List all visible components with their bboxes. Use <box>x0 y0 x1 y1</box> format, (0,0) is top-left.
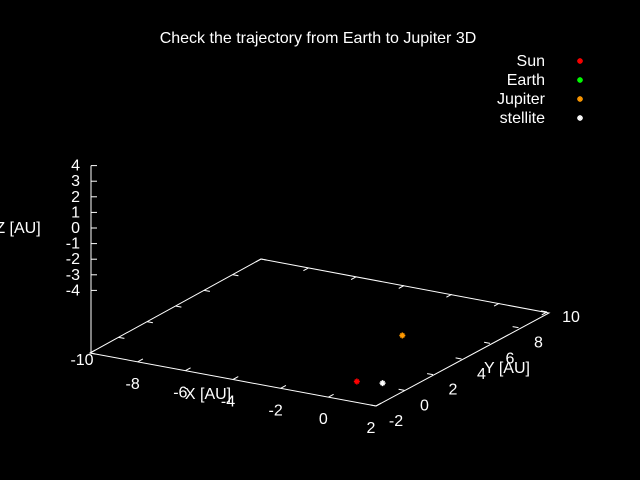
point-stellite <box>379 380 386 387</box>
x-tick-mark-far <box>350 276 357 280</box>
legend-label-stellite: stellite <box>500 110 545 127</box>
y-tick-mark-far <box>175 305 182 308</box>
y-tick-label: 10 <box>562 309 580 326</box>
legend-label-sun: Sun <box>517 53 545 70</box>
legend-marker-stroke <box>577 115 583 121</box>
z-axis-label: Z [AU] <box>0 220 41 237</box>
point-mark <box>380 380 386 386</box>
z-tick-label: -3 <box>66 267 80 284</box>
x-tick-label: -8 <box>126 376 140 393</box>
x-tick-label: -2 <box>269 402 283 419</box>
y-axis-label: Y [AU] <box>484 360 530 377</box>
y-tick-label: 0 <box>420 397 429 414</box>
x-tick-mark <box>280 385 287 389</box>
y-tick-mark-far <box>260 258 267 261</box>
y-tick-mark-far <box>89 352 96 355</box>
y-tick-mark <box>455 357 462 360</box>
x-tick-label: 2 <box>367 420 376 437</box>
legend-marker-stellite <box>577 115 583 121</box>
z-tick-label: -2 <box>66 251 80 268</box>
x-axis-ticks: -10 -8 -6 -4 -2 0 2 <box>70 258 548 437</box>
x-axis-label: X [AU] <box>185 386 231 403</box>
x-tick-mark-far <box>398 285 405 289</box>
z-tick-label: 1 <box>71 204 80 221</box>
legend-marker-stroke <box>577 77 583 83</box>
x-tick-mark <box>185 367 191 372</box>
x-tick-mark-far <box>446 293 452 298</box>
y-tick-label: 4 <box>477 366 486 383</box>
chart-title: Check the trajectory from Earth to Jupit… <box>160 30 477 47</box>
legend-marker-sun <box>577 58 583 64</box>
y-tick-mark-far <box>203 289 210 292</box>
x-tick-label: -6 <box>173 385 187 402</box>
x-tick-mark <box>232 376 239 380</box>
z-tick-label: 0 <box>71 220 80 237</box>
x-tick-mark <box>137 358 144 363</box>
y-tick-label: 8 <box>534 335 543 352</box>
y-tick-label: 2 <box>449 382 458 399</box>
x-tick-label: 0 <box>319 411 328 428</box>
x-tick-mark <box>328 393 334 398</box>
y-tick-label: -2 <box>389 413 403 430</box>
x-tick-mark-far <box>493 302 500 307</box>
x-tick-mark <box>375 402 382 407</box>
x-tick-label: -4 <box>221 394 235 411</box>
z-tick-label: 3 <box>71 173 80 190</box>
y-tick-mark <box>512 326 519 329</box>
point-mark <box>399 332 405 338</box>
y-tick-mark-far <box>146 321 153 324</box>
y-tick-mark-far <box>232 274 239 277</box>
z-tick-label: 4 <box>71 158 80 175</box>
x-tick-mark-far <box>541 311 548 316</box>
y-tick-label: 6 <box>506 350 515 367</box>
legend-marker-stroke <box>577 96 583 102</box>
base-plane <box>88 258 551 407</box>
legend-label-jupiter: Jupiter <box>497 91 546 108</box>
legend: Sun Earth Jupiter stellite <box>497 53 583 127</box>
point-sun <box>353 378 360 385</box>
legend-label-earth: Earth <box>507 72 545 89</box>
point-jupiter <box>399 332 406 339</box>
data-points <box>353 332 406 387</box>
y-axis-ticks: -2 0 2 4 6 8 10 <box>89 258 580 430</box>
x-tick-mark-far <box>303 267 309 272</box>
y-tick-mark <box>541 310 548 313</box>
point-mark <box>354 378 360 385</box>
y-tick-mark <box>398 388 405 391</box>
y-tick-mark <box>427 373 434 376</box>
y-tick-mark <box>370 404 377 407</box>
y-tick-mark-far <box>118 336 125 339</box>
x-tick-mark-far <box>255 258 262 263</box>
z-tick-label: -4 <box>66 282 80 299</box>
z-tick-label: 2 <box>71 189 80 206</box>
legend-marker-jupiter <box>577 96 583 102</box>
legend-marker-earth <box>577 77 583 83</box>
z-tick-label: -1 <box>66 236 80 253</box>
base-plane-border <box>88 258 551 407</box>
y-tick-mark <box>484 341 491 344</box>
legend-marker-stroke <box>577 58 583 64</box>
x-tick-label: -10 <box>70 352 93 369</box>
